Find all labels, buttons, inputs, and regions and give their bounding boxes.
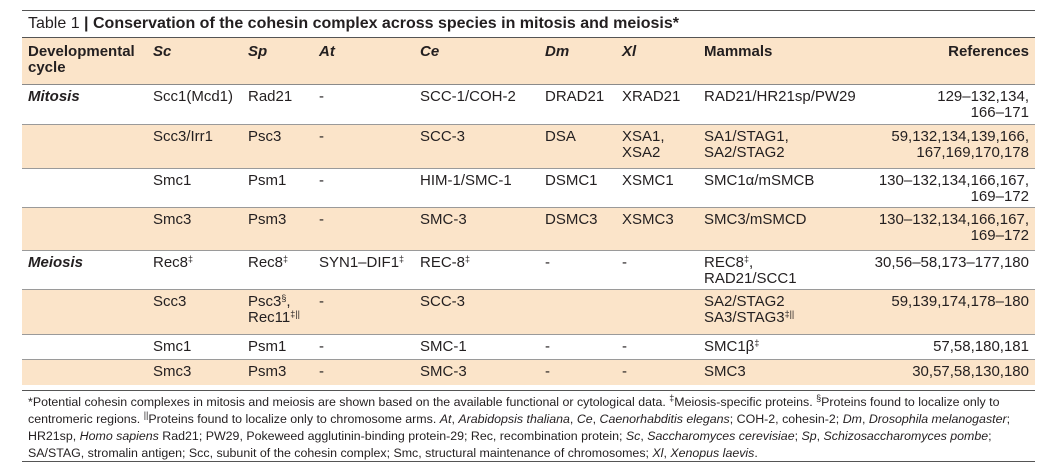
header-references: References <box>948 43 1029 60</box>
at-cell: - <box>319 293 324 310</box>
table-row: Scc3 Psc3§, Rec11‡|| - SCC-3 SA2/STAG2 SA3… <box>22 290 1035 335</box>
sp-cell: Rec8‡ <box>248 254 289 271</box>
table-row: Mitosis Scc1(Mcd1) Rad21 - SCC-1/COH-2 D… <box>22 85 1035 125</box>
table-row: Smc1 Psm1 - SMC-1 - - SMC1β‡ 57,58,180,1… <box>22 335 1035 360</box>
sc-cell: Smc1 <box>153 338 192 355</box>
ce-cell: SMC-3 <box>420 211 467 228</box>
dm-cell: - <box>545 363 550 380</box>
table-header-row: Developmental cycle Sc Sp At Ce Dm Xl Ma… <box>22 38 1035 85</box>
xl-cell: XSMC3 <box>622 211 674 228</box>
header-cycle: Developmental cycle <box>28 43 135 76</box>
mammals-cell: RAD21/HR21sp/PW29 <box>704 88 856 105</box>
table-number: Table 1 <box>28 15 80 32</box>
dm-cell: DSMC1 <box>545 172 598 189</box>
mammals-cell: SA2/STAG2 SA3/STAG3‡|| <box>704 293 795 326</box>
table-title: Table 1 | Conservation of the cohesin co… <box>22 10 1035 38</box>
sp-cell: Rad21 <box>248 88 293 105</box>
header-dm: Dm <box>545 43 570 60</box>
ce-cell: SMC-1 <box>420 338 467 355</box>
at-cell: - <box>319 128 324 145</box>
header-sp: Sp <box>248 43 268 60</box>
sc-cell: Smc1 <box>153 172 192 189</box>
xl-cell: XSMC1 <box>622 172 674 189</box>
ce-cell: SMC-3 <box>420 363 467 380</box>
cycle-cell: Meiosis <box>28 254 84 271</box>
sp-cell: Psc3§, Rec11‡|| <box>248 293 300 326</box>
mammals-cell: SMC1α/mSMCB <box>704 172 815 189</box>
sp-cell: Psm3 <box>248 363 287 380</box>
meiosis-specific-mark: ‡ <box>744 254 750 264</box>
at-cell: - <box>319 172 324 189</box>
table-title-text: Conservation of the cohesin complex acro… <box>92 15 679 32</box>
ce-cell: HIM-1/SMC-1 <box>420 172 512 189</box>
xl-cell: - <box>622 363 627 380</box>
xl-cell: - <box>622 338 627 355</box>
ce-cell: REC-8‡ <box>420 254 471 271</box>
mammals-cell: SMC3 <box>704 363 746 380</box>
header-xl: Xl <box>622 43 637 60</box>
title-separator: | <box>84 15 89 32</box>
sc-cell: Rec8‡ <box>153 254 194 271</box>
mammals-cell: SA1/STAG1, SA2/STAG2 <box>704 128 789 161</box>
sc-cell: Smc3 <box>153 211 192 228</box>
xl-cell: XSA1, XSA2 <box>622 128 665 161</box>
mammals-cell: SMC1β‡ <box>704 338 760 355</box>
references-cell: 130–132,134,166,167, 169–172 <box>878 172 1029 205</box>
table-row: Smc3 Psm3 - SMC-3 DSMC3 XSMC3 SMC3/mSMCD… <box>22 208 1035 251</box>
sc-cell: Scc3 <box>153 293 187 310</box>
cohesin-table: Developmental cycle Sc Sp At Ce Dm Xl Ma… <box>22 38 1035 385</box>
header-at: At <box>319 43 335 60</box>
dm-cell: - <box>545 338 550 355</box>
cycle-cell: Mitosis <box>28 88 80 105</box>
references-cell: 59,139,174,178–180 <box>891 293 1029 310</box>
references-cell: 129–132,134, 166–171 <box>937 88 1029 121</box>
dm-cell: - <box>545 254 550 271</box>
sp-cell: Psm3 <box>248 211 287 228</box>
references-cell: 57,58,180,181 <box>933 338 1029 355</box>
header-mammals: Mammals <box>704 43 773 60</box>
meiosis-specific-mark: ‡ <box>465 254 471 264</box>
table-row: Scc3/Irr1 Psc3 - SCC-3 DSA XSA1, XSA2 SA… <box>22 125 1035 169</box>
sc-cell: Scc1(Mcd1) <box>153 88 234 105</box>
at-cell: SYN1–DIF1‡ <box>319 254 405 271</box>
meiosis-specific-mark: ‡ <box>188 254 194 264</box>
mammals-cell: REC8‡, RAD21/SCC1 <box>704 254 797 287</box>
at-cell: - <box>319 363 324 380</box>
sp-cell: Psm1 <box>248 172 287 189</box>
arms-mark: ‡|| <box>290 309 300 319</box>
xl-cell: XRAD21 <box>622 88 681 105</box>
ce-cell: SCC-3 <box>420 293 466 310</box>
header-ce: Ce <box>420 43 440 60</box>
meiosis-specific-mark: ‡ <box>754 338 760 348</box>
xl-cell: - <box>622 254 627 271</box>
ce-cell: SCC-1/COH-2 <box>420 88 516 105</box>
sp-cell: Psm1 <box>248 338 287 355</box>
table-row: Smc1 Psm1 - HIM-1/SMC-1 DSMC1 XSMC1 SMC1… <box>22 169 1035 208</box>
dm-cell: DRAD21 <box>545 88 605 105</box>
centromeric-mark: § <box>281 293 287 303</box>
table-row: Smc3 Psm3 - SMC-3 - - SMC3 30,57,58,130,… <box>22 360 1035 385</box>
dm-cell: DSA <box>545 128 576 145</box>
references-cell: 59,132,134,139,166, 167,169,170,178 <box>891 128 1029 161</box>
header-sc: Sc <box>153 43 172 60</box>
meiosis-specific-mark: ‡ <box>283 254 289 264</box>
references-cell: 130–132,134,166,167, 169–172 <box>878 211 1029 244</box>
dm-cell: DSMC3 <box>545 211 598 228</box>
at-cell: - <box>319 88 324 105</box>
sp-cell: Psc3 <box>248 128 282 145</box>
meiosis-specific-mark: ‡ <box>399 254 405 264</box>
ce-cell: SCC-3 <box>420 128 466 145</box>
at-cell: - <box>319 211 324 228</box>
arms-mark: ‡|| <box>784 309 795 319</box>
table-footnote: *Potential cohesin complexes in mitosis … <box>22 390 1035 462</box>
sc-cell: Scc3/Irr1 <box>153 128 214 145</box>
at-cell: - <box>319 338 324 355</box>
table-row: Meiosis Rec8‡ Rec8‡ SYN1–DIF1‡ REC-8‡ - … <box>22 251 1035 290</box>
references-cell: 30,57,58,130,180 <box>912 363 1029 380</box>
mammals-cell: SMC3/mSMCD <box>704 211 807 228</box>
references-cell: 30,56–58,173–177,180 <box>874 254 1029 271</box>
sc-cell: Smc3 <box>153 363 192 380</box>
